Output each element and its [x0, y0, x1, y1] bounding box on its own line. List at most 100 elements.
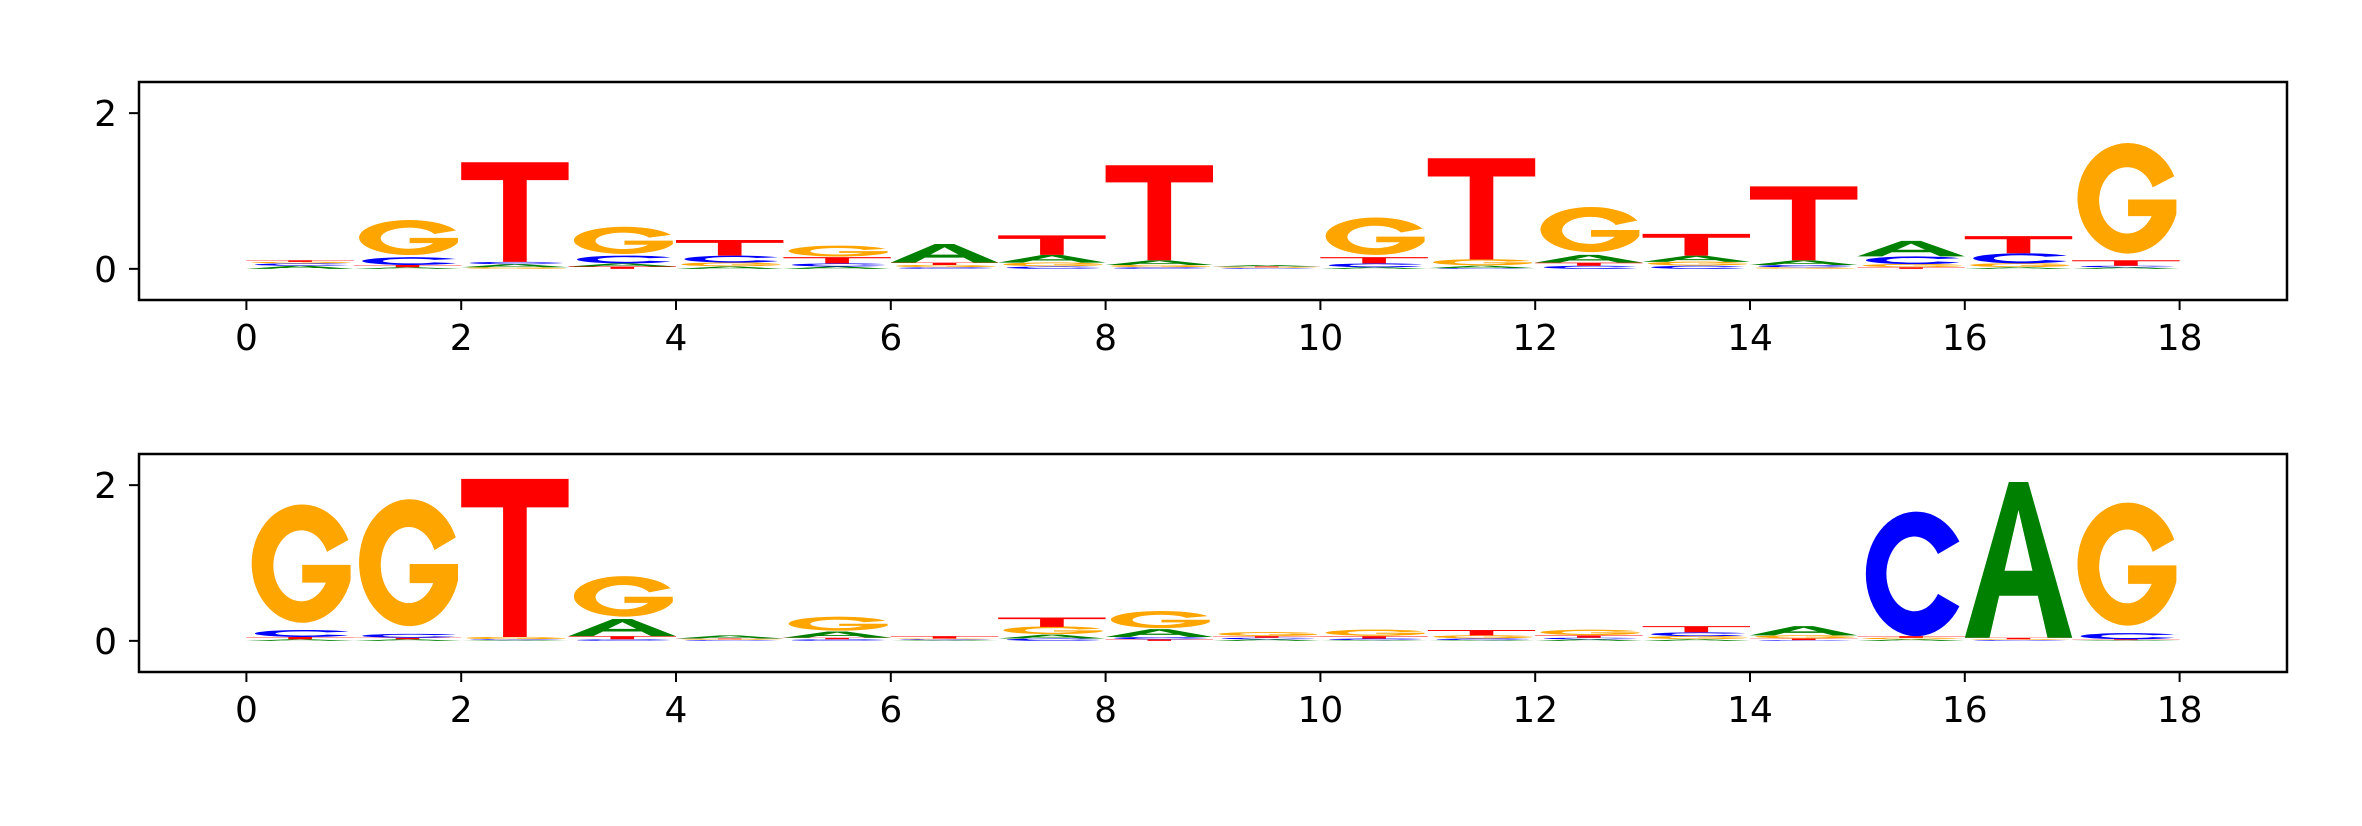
letter-C-pos-5: [791, 639, 886, 641]
letter-A-pos-12: [1535, 254, 1643, 263]
letter-G-pos-8: [1110, 611, 1210, 629]
letter-C-pos-14: [1758, 640, 1853, 641]
letter-T-pos-9: [1213, 636, 1321, 638]
letter-A-pos-4: [676, 635, 784, 639]
letter-G-pos-4: [681, 639, 781, 641]
letter-T-pos-1: [353, 264, 462, 268]
letter-T-pos-5: [783, 637, 891, 640]
letter-C-pos-9: [1221, 268, 1316, 269]
letter-T-pos-10: [1320, 636, 1428, 639]
letter-A-pos-15: [1857, 639, 1965, 641]
letter-T-pos-14: [1750, 186, 1858, 261]
letter-A-pos-0: [246, 639, 354, 641]
letter-A-pos-5: [783, 631, 891, 638]
letter-G-pos-17: [2077, 502, 2177, 626]
letter-A-pos-12: [1535, 639, 1643, 641]
x-tick-label: 0: [235, 318, 258, 359]
letter-A-pos-5: [783, 266, 891, 269]
letter-T-pos-4: [676, 240, 784, 256]
letter-T-pos-9: [1213, 266, 1321, 268]
letter-A-pos-10: [1320, 640, 1428, 641]
y-tick-label: 0: [94, 250, 117, 291]
letter-G-pos-12: [1540, 206, 1640, 253]
letter-A-pos-3: [568, 263, 676, 267]
x-tick-label: 16: [1942, 318, 1988, 359]
letter-T-pos-14: [1750, 638, 1858, 641]
letter-T-pos-0: [246, 636, 354, 640]
letter-G-pos-2: [466, 636, 566, 640]
letter-G-pos-10: [1325, 629, 1425, 636]
letter-A-pos-16: [1964, 482, 2073, 638]
letter-T-pos-15: [1857, 267, 1965, 269]
letter-C-pos-8: [1114, 636, 1208, 640]
letter-G-pos-13: [1647, 261, 1747, 266]
letter-A-pos-8: [1105, 629, 1213, 637]
letter-G-pos-10: [1325, 217, 1425, 255]
logo-letters: [246, 143, 2180, 269]
letter-T-pos-5: [783, 257, 891, 264]
letter-C-pos-0: [254, 263, 349, 266]
logo-letters: [246, 478, 2180, 641]
letter-C-pos-5: [791, 263, 886, 267]
letter-A-pos-6: [890, 640, 999, 641]
letter-G-pos-12: [1540, 629, 1640, 636]
logo-panel-top: 0 2 4 6 8 10 12 14 16 18 0 2: [94, 80, 2289, 359]
letter-T-pos-3: [568, 636, 676, 640]
letter-C-pos-10: [1328, 638, 1423, 641]
letter-T-pos-16: [1964, 637, 2073, 640]
letter-C-pos-6: [899, 639, 993, 641]
x-tick-label: 12: [1512, 690, 1558, 731]
letter-T-pos-4: [676, 638, 784, 640]
letter-T-pos-7: [998, 235, 1106, 255]
letter-T-pos-12: [1535, 635, 1643, 638]
letter-C-pos-14: [1758, 264, 1853, 268]
letter-C-pos-12: [1543, 265, 1638, 269]
letter-A-pos-10: [1320, 267, 1428, 269]
letter-C-pos-13: [1651, 265, 1745, 269]
letter-T-pos-15: [1857, 636, 1965, 638]
letter-G-pos-5: [788, 616, 888, 631]
letter-C-pos-7: [1006, 638, 1101, 641]
letter-C-pos-2: [469, 261, 564, 265]
letter-A-pos-2: [461, 264, 569, 268]
x-tick-label: 2: [450, 318, 473, 359]
letter-A-pos-11: [1427, 265, 1536, 269]
x-tick-label: 18: [2157, 690, 2203, 731]
letter-G-pos-16: [1970, 639, 2069, 641]
letter-G-pos-11: [1433, 635, 1532, 639]
logo-panel-bottom: 0 2 4 6 8 10 12 14 16 18 0 2: [94, 452, 2289, 731]
letter-C-pos-15: [1865, 256, 1960, 265]
letter-G-pos-14: [1755, 267, 1855, 269]
x-tick-label: 10: [1297, 318, 1343, 359]
letter-C-pos-10: [1328, 263, 1423, 268]
letter-T-pos-6: [890, 262, 999, 265]
letter-G-pos-1: [359, 220, 458, 256]
letter-G-pos-0: [251, 261, 351, 264]
letter-G-pos-3: [573, 576, 673, 617]
letter-A-pos-13: [1642, 639, 1750, 641]
letter-A-pos-17: [2072, 640, 2180, 641]
letter-C-pos-0: [254, 629, 349, 637]
letter-T-pos-13: [1642, 626, 1750, 633]
letter-G-pos-16: [1970, 263, 2069, 268]
letter-T-pos-13: [1642, 233, 1750, 256]
axes-frame: [137, 80, 2289, 302]
letter-G-pos-11: [1433, 259, 1532, 266]
letter-T-pos-2: [461, 162, 569, 262]
x-tick-label: 4: [665, 318, 688, 359]
letter-A-pos-1: [353, 639, 462, 641]
letter-C-pos-11: [1436, 638, 1530, 641]
letter-T-pos-16: [1964, 236, 2073, 254]
letter-C-pos-11: [1436, 268, 1530, 269]
letter-A-pos-8: [1105, 260, 1213, 265]
letter-C-pos-4: [684, 255, 779, 263]
letter-C-pos-16: [1973, 640, 2067, 641]
letter-A-pos-9: [1213, 639, 1321, 641]
letter-G-pos-15: [1862, 637, 1962, 640]
x-tick-label: 0: [235, 690, 258, 731]
x-tick-label: 6: [879, 318, 902, 359]
letter-T-pos-8: [1105, 165, 1213, 261]
letter-G-pos-3: [573, 226, 673, 254]
letter-G-pos-8: [1110, 264, 1210, 268]
